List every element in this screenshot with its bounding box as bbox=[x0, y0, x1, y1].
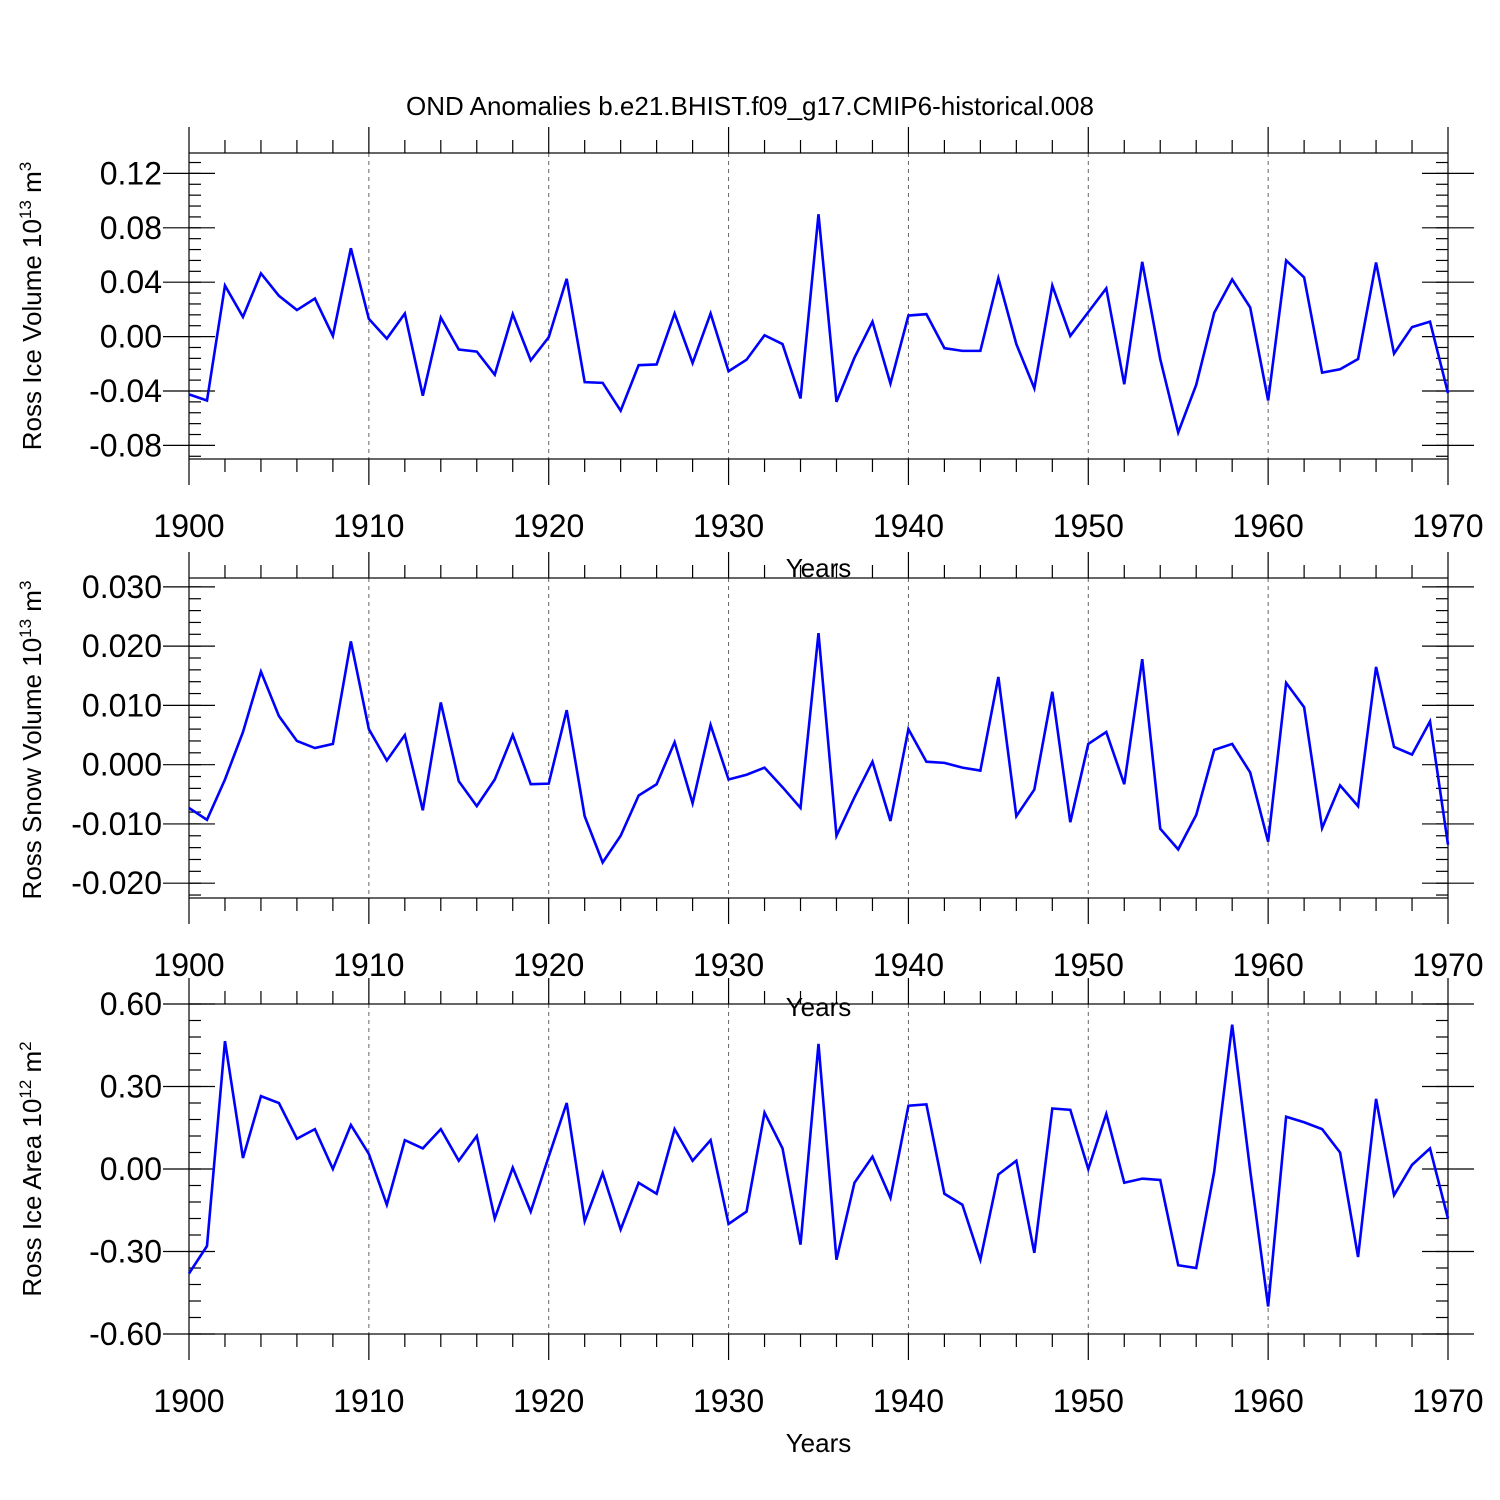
y-tick-label: -0.010 bbox=[71, 806, 162, 842]
y-tick-label: -0.60 bbox=[89, 1316, 162, 1352]
series-line bbox=[188, 214, 1450, 437]
panel-ross-snow-volume: -0.020 -0.010 0.000 0.010 0.020 0.030 1900 1910… bbox=[16, 552, 1484, 1022]
y-tick-label: -0.020 bbox=[71, 865, 162, 901]
y-axis-label: Ross Ice Volume 1013 m3 bbox=[16, 162, 47, 451]
y-tick-label: -0.30 bbox=[89, 1234, 162, 1270]
x-tick-label: 1920 bbox=[513, 947, 584, 983]
panel-ross-ice-area: -0.60 -0.30 0.00 0.30 0.60 1900 1910 1920 1930 19… bbox=[16, 978, 1484, 1458]
y-tick-label: 0.000 bbox=[82, 747, 162, 783]
y-tick-label: 0.00 bbox=[100, 319, 162, 355]
y-tick-label: 0.020 bbox=[82, 628, 162, 664]
x-tick-label: 1910 bbox=[333, 947, 404, 983]
chart-title: OND Anomalies b.e21.BHIST.f09_g17.CMIP6-… bbox=[406, 91, 1094, 121]
y-tick-label: 0.030 bbox=[82, 569, 162, 605]
x-tick-label: 1940 bbox=[873, 508, 944, 544]
x-tick-label: 1960 bbox=[1233, 947, 1304, 983]
x-tick-label: 1950 bbox=[1053, 508, 1124, 544]
x-tick-label: 1900 bbox=[153, 508, 224, 544]
x-tick-label: 1960 bbox=[1233, 508, 1304, 544]
x-tick-label: 1920 bbox=[513, 1383, 584, 1419]
x-tick-label: 1920 bbox=[513, 508, 584, 544]
x-tick-label: 1970 bbox=[1412, 508, 1483, 544]
y-tick-label: 0.04 bbox=[100, 264, 162, 300]
x-tick-label: 1910 bbox=[333, 508, 404, 544]
y-tick-label: 0.12 bbox=[100, 155, 162, 191]
y-tick-label: 0.08 bbox=[100, 210, 162, 246]
y-tick-label: -0.04 bbox=[89, 373, 162, 409]
x-tick-label: 1930 bbox=[693, 1383, 764, 1419]
x-tick-label: 1900 bbox=[153, 947, 224, 983]
x-tick-label: 1950 bbox=[1053, 947, 1124, 983]
x-tick-label: 1940 bbox=[873, 1383, 944, 1419]
y-tick-label: 0.60 bbox=[100, 986, 162, 1022]
y-tick-label: 0.30 bbox=[100, 1069, 162, 1105]
x-tick-label: 1930 bbox=[693, 947, 764, 983]
series-line bbox=[188, 632, 1450, 866]
x-axis-label: Years bbox=[786, 992, 852, 1022]
panel-ross-ice-volume: -0.08 -0.04 0.00 0.04 0.08 0.12 1900 1910 1920 19… bbox=[16, 127, 1484, 583]
y-tick-label: 0.010 bbox=[82, 687, 162, 723]
plot-frame bbox=[188, 152, 1449, 460]
x-tick-label: 1900 bbox=[153, 1383, 224, 1419]
series-line bbox=[187, 1024, 1450, 1307]
x-tick-label: 1940 bbox=[873, 947, 944, 983]
y-tick-label: -0.08 bbox=[89, 427, 162, 463]
x-tick-label: 1970 bbox=[1412, 947, 1483, 983]
x-axis-label: Years bbox=[786, 1428, 852, 1458]
x-tick-label: 1970 bbox=[1412, 1383, 1483, 1419]
x-tick-label: 1960 bbox=[1233, 1383, 1304, 1419]
plot-frame bbox=[188, 577, 1449, 899]
x-tick-label: 1950 bbox=[1053, 1383, 1124, 1419]
x-tick-label: 1930 bbox=[693, 508, 764, 544]
y-axis-label: Ross Snow Volume 1013 m3 bbox=[16, 581, 47, 900]
y-axis-label: Ross Ice Area 1012 m2 bbox=[16, 1041, 47, 1296]
x-tick-label: 1910 bbox=[333, 1383, 404, 1419]
y-tick-label: 0.00 bbox=[100, 1151, 162, 1187]
